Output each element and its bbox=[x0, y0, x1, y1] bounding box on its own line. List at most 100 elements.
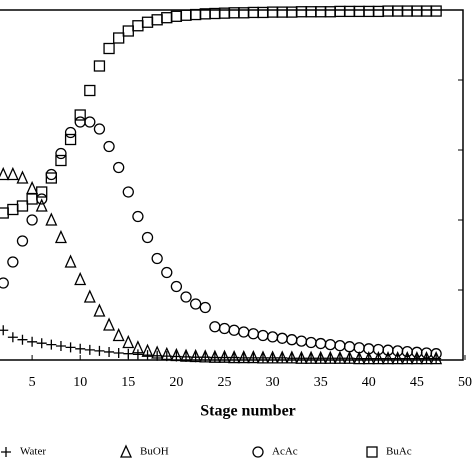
marker-plus bbox=[7, 332, 18, 343]
marker-square bbox=[132, 20, 144, 32]
marker-triangle bbox=[141, 343, 154, 357]
marker-triangle bbox=[314, 350, 327, 364]
marker-square bbox=[363, 5, 375, 18]
x-tick-label: 20 bbox=[169, 375, 183, 390]
marker-triangle bbox=[74, 271, 87, 286]
marker-triangle bbox=[54, 229, 67, 244]
marker-plus bbox=[46, 339, 57, 350]
marker-plus bbox=[325, 353, 336, 364]
marker-square bbox=[189, 8, 202, 21]
marker-triangle bbox=[285, 350, 298, 364]
x-tick-label: 25 bbox=[218, 375, 232, 390]
marker-plus bbox=[315, 353, 326, 364]
marker-plus bbox=[296, 353, 307, 364]
legend-label: BuAc bbox=[386, 446, 412, 458]
marker-circle bbox=[132, 210, 144, 223]
marker-plus bbox=[113, 348, 124, 358]
marker-plus bbox=[132, 349, 143, 360]
marker-square bbox=[392, 5, 404, 17]
marker-triangle bbox=[208, 349, 221, 363]
marker-plus bbox=[1, 447, 11, 457]
marker-triangle bbox=[218, 349, 231, 363]
marker-circle bbox=[276, 332, 288, 344]
marker-triangle bbox=[362, 351, 375, 365]
marker-square bbox=[372, 5, 385, 18]
marker-triangle bbox=[401, 351, 414, 365]
marker-plus bbox=[17, 334, 28, 345]
marker-square bbox=[7, 203, 19, 216]
marker-plus bbox=[267, 352, 278, 363]
x-tick-label: 5 bbox=[29, 375, 36, 390]
marker-circle bbox=[334, 339, 346, 352]
marker-circle bbox=[7, 256, 19, 268]
marker-circle bbox=[141, 231, 154, 244]
marker-plus bbox=[354, 353, 365, 364]
marker-triangle bbox=[372, 351, 385, 365]
marker-square bbox=[26, 193, 38, 205]
marker-plus bbox=[363, 353, 374, 364]
marker-square bbox=[286, 6, 298, 18]
x-tick-label: 40 bbox=[362, 375, 376, 390]
marker-triangle bbox=[228, 349, 241, 364]
marker-circle bbox=[252, 446, 264, 458]
marker-circle bbox=[305, 336, 317, 349]
marker-square bbox=[257, 6, 269, 19]
marker-square bbox=[305, 6, 317, 18]
marker-circle bbox=[257, 329, 269, 342]
marker-circle bbox=[0, 277, 9, 289]
marker-triangle bbox=[420, 351, 433, 365]
marker-circle bbox=[16, 235, 29, 247]
marker-plus bbox=[84, 344, 95, 355]
legend-label: BuOH bbox=[140, 446, 169, 458]
marker-circle bbox=[45, 168, 57, 181]
marker-square bbox=[170, 10, 183, 22]
marker-triangle bbox=[295, 350, 308, 364]
marker-square bbox=[151, 14, 163, 26]
plot-frame bbox=[0, 9, 464, 361]
marker-triangle bbox=[170, 347, 183, 362]
marker-circle bbox=[228, 324, 240, 336]
marker-triangle bbox=[189, 348, 202, 363]
marker-triangle bbox=[180, 348, 193, 362]
marker-triangle bbox=[410, 351, 423, 365]
marker-circle bbox=[315, 337, 327, 350]
legend-label: Water bbox=[20, 446, 46, 458]
marker-square bbox=[103, 42, 115, 55]
marker-plus bbox=[306, 353, 317, 364]
marker-circle bbox=[209, 321, 221, 333]
marker-triangle bbox=[131, 340, 144, 354]
x-tick-label: 10 bbox=[73, 375, 87, 390]
marker-circle bbox=[64, 126, 77, 139]
marker-circle bbox=[189, 298, 202, 310]
marker-square bbox=[74, 109, 86, 121]
marker-triangle bbox=[6, 166, 19, 181]
marker-triangle bbox=[35, 198, 48, 212]
marker-square bbox=[266, 6, 279, 18]
marker-square bbox=[45, 172, 57, 184]
marker-circle bbox=[26, 214, 38, 226]
marker-triangle bbox=[343, 350, 356, 364]
marker-triangle bbox=[122, 334, 135, 349]
marker-square bbox=[430, 5, 442, 17]
marker-square bbox=[36, 186, 48, 198]
marker-plus bbox=[229, 352, 240, 363]
marker-plus bbox=[123, 348, 134, 359]
marker-triangle bbox=[103, 317, 116, 331]
x-axis-label: Stage number bbox=[200, 403, 296, 420]
marker-square bbox=[93, 60, 106, 72]
marker-circle bbox=[161, 266, 173, 279]
marker-triangle bbox=[237, 349, 250, 364]
marker-circle bbox=[247, 328, 260, 340]
marker-triangle bbox=[324, 350, 337, 364]
marker-square bbox=[16, 200, 29, 212]
marker-triangle bbox=[93, 303, 106, 317]
marker-circle bbox=[93, 123, 106, 135]
marker-square bbox=[343, 5, 356, 18]
marker-plus bbox=[257, 352, 268, 363]
x-tick-label: 30 bbox=[266, 375, 280, 390]
marker-triangle bbox=[333, 350, 346, 364]
marker-square bbox=[122, 25, 134, 37]
marker-square bbox=[276, 6, 288, 18]
marker-square bbox=[64, 133, 77, 146]
